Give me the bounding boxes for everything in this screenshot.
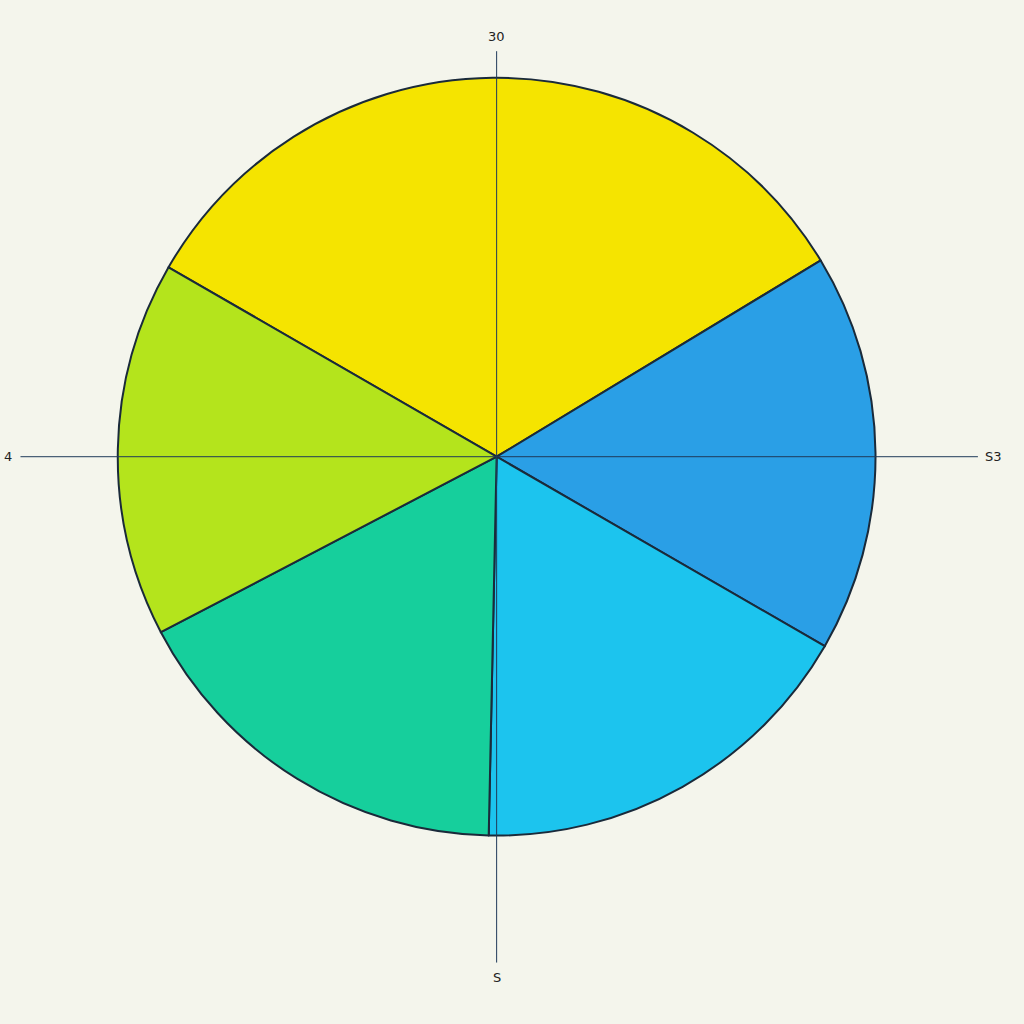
svg-text:4: 4	[4, 449, 12, 464]
svg-text:S3: S3	[985, 449, 1002, 464]
svg-text:30: 30	[488, 29, 505, 44]
svg-text:S: S	[493, 970, 501, 985]
